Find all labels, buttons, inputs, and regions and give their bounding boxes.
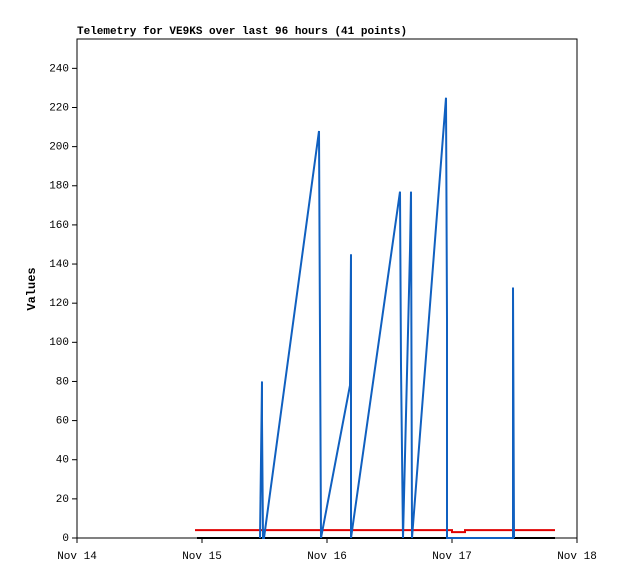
x-tick-label: Nov 18 — [557, 551, 597, 563]
y-tick-label: 200 — [49, 142, 69, 154]
y-tick-label: 0 — [62, 533, 69, 545]
chart-title: Telemetry for VE9KS over last 96 hours (… — [77, 26, 407, 38]
y-tick-label: 160 — [49, 220, 69, 232]
y-tick-label: 220 — [49, 102, 69, 114]
y-tick-label: 60 — [56, 415, 69, 427]
y-tick-label: 20 — [56, 494, 69, 506]
y-tick-label: 40 — [56, 455, 69, 467]
y-tick-label: 120 — [49, 298, 69, 310]
y-tick-label: 180 — [49, 181, 69, 193]
y-tick-label: 240 — [49, 63, 69, 75]
y-tick-label: 140 — [49, 259, 69, 271]
y-tick-label: 80 — [56, 376, 69, 388]
series-line — [195, 529, 555, 534]
x-tick-label: Nov 15 — [182, 551, 222, 563]
x-tick-label: Nov 17 — [432, 551, 472, 563]
y-axis-label: Values — [25, 267, 39, 310]
x-tick-label: Nov 14 — [57, 551, 97, 563]
x-tick-label: Nov 16 — [307, 551, 347, 563]
y-tick-label: 100 — [49, 337, 69, 349]
series-line — [259, 97, 515, 539]
